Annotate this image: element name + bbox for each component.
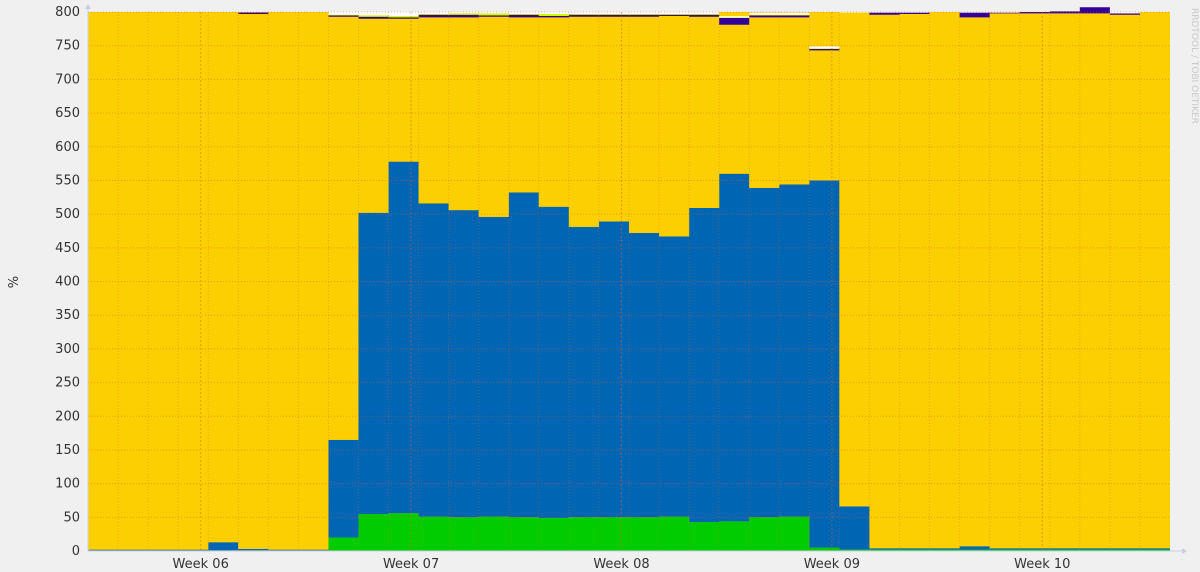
y-tick-label: 150 xyxy=(55,443,80,458)
x-tick-label: Week 06 xyxy=(173,557,229,572)
y-tick-label: 700 xyxy=(55,72,80,87)
y-tick-label: 200 xyxy=(55,409,80,424)
y-tick-label: 50 xyxy=(63,510,80,525)
y-tick-label: 100 xyxy=(55,477,80,492)
y-tick-label: 450 xyxy=(55,241,80,256)
y-axis-arrow-icon xyxy=(85,4,91,9)
y-tick-label: 600 xyxy=(55,140,80,155)
y-tick-label: 800 xyxy=(55,5,80,20)
y-tick-label: 0 xyxy=(72,544,80,559)
x-tick-label: Week 10 xyxy=(1014,557,1070,572)
x-tick-label: Week 08 xyxy=(593,557,649,572)
watermark: RRDTOOL / TOBI OETIKER xyxy=(1189,8,1199,124)
y-tick-label: 400 xyxy=(55,275,80,290)
y-tick-label: 300 xyxy=(55,342,80,357)
x-tick-label: Week 09 xyxy=(804,557,860,572)
x-axis-arrow-icon xyxy=(1182,548,1187,554)
y-tick-label: 250 xyxy=(55,376,80,391)
y-tick-label: 750 xyxy=(55,39,80,54)
y-tick-label: 650 xyxy=(55,106,80,121)
y-tick-label: 550 xyxy=(55,173,80,188)
y-axis-label: % xyxy=(7,276,22,288)
x-tick-label: Week 07 xyxy=(383,557,439,572)
y-tick-label: 350 xyxy=(55,308,80,323)
y-tick-label: 500 xyxy=(55,207,80,222)
